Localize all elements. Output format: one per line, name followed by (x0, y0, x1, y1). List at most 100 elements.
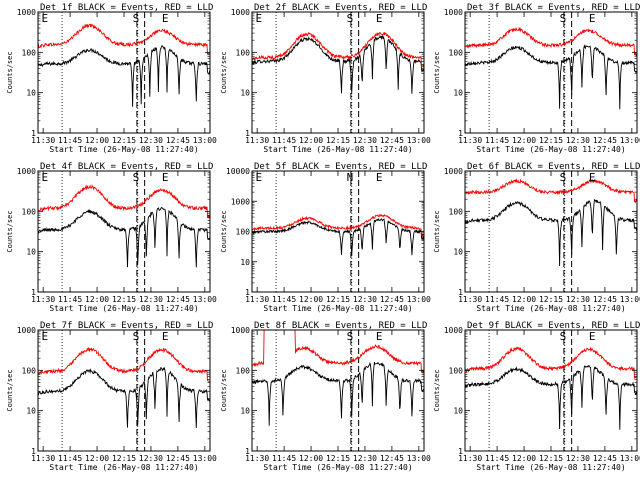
x-tick-label: 13:00 (620, 295, 640, 304)
panel-det-9: Det 9f BLACK = Events, RED = LLD 1 10 100 10… (433, 321, 640, 472)
x-tick-label: 13:00 (407, 295, 431, 304)
x-tick-label: 12:30 (566, 136, 590, 145)
x-tick-label: 12:45 (593, 295, 617, 304)
series-events-line (464, 364, 638, 430)
y-tick-label: 10 (240, 258, 250, 267)
series-events-line (37, 44, 211, 107)
panel-title: Det 5f BLACK = Events, RED = LLD (254, 162, 427, 172)
series-lld-line (251, 31, 425, 69)
panel-title: Det 1f BLACK = Events, RED = LLD (40, 3, 213, 13)
x-axis-label: Start Time (26-May-08 11:27:40) (263, 145, 412, 154)
x-tick-label: 12:00 (512, 136, 536, 145)
panel-det-3: Det 3f BLACK = Events, RED = LLD 1 10 100 10… (433, 3, 640, 154)
series-lld-line (464, 346, 638, 380)
event-marker-label: S (560, 12, 567, 25)
y-axis-label: Counts/sec (433, 51, 441, 93)
series-lld-line (251, 213, 425, 238)
x-tick-label: 13:00 (193, 295, 217, 304)
y-tick-label: 10 (26, 89, 36, 98)
event-marker-label: N (347, 171, 354, 184)
y-tick-label: 1 (31, 129, 36, 138)
y-tick-label: 10 (453, 407, 463, 416)
y-tick-label: 1 (458, 288, 463, 297)
x-tick-label: 12:15 (326, 136, 350, 145)
event-marker-label: E (589, 171, 596, 184)
y-tick-label: 100 (236, 366, 251, 375)
x-tick-label: 12:15 (112, 136, 136, 145)
y-tick-label: 1 (245, 447, 250, 456)
event-marker-label: E (41, 330, 48, 343)
y-axis-label: Counts/sec (220, 51, 228, 93)
panel-det-2: Det 2f BLACK = Events, RED = LLD 1 10 100 10… (220, 3, 431, 154)
y-tick-label: 10 (240, 89, 250, 98)
x-axis-label: Start Time (26-May-08 11:27:40) (49, 145, 198, 154)
x-tick-label: 12:15 (539, 136, 563, 145)
x-axis-label: Start Time (26-May-08 11:27:40) (49, 463, 198, 472)
series-events-line (464, 198, 638, 267)
y-tick-label: 1 (31, 288, 36, 297)
x-tick-label: 12:45 (593, 136, 617, 145)
y-axis-label: Counts/sec (6, 51, 14, 93)
panel-det-4: Det 4f BLACK = Events, RED = LLD 1 10 100 10… (6, 162, 217, 313)
y-tick-label: 1000 (17, 167, 36, 176)
event-marker-label: E (41, 171, 48, 184)
x-tick-label: 12:30 (139, 295, 163, 304)
x-tick-label: 11:30 (458, 295, 482, 304)
y-tick-label: 1000 (444, 167, 463, 176)
series-events-line (251, 217, 425, 256)
y-tick-label: 100 (236, 228, 251, 237)
panel-title: Det 7f BLACK = Events, RED = LLD (40, 321, 213, 331)
x-tick-label: 11:45 (58, 295, 82, 304)
panel-det-6: Det 6f BLACK = Events, RED = LLD 1 10 100 10… (433, 162, 640, 313)
event-marker-label: E (376, 330, 383, 343)
series-lld-line (251, 329, 425, 375)
series-events-line (251, 34, 425, 94)
y-tick-label: 100 (449, 48, 464, 57)
panel-title: Det 2f BLACK = Events, RED = LLD (254, 3, 427, 13)
x-tick-label: 11:30 (245, 295, 269, 304)
x-tick-label: 12:00 (299, 454, 323, 463)
event-marker-label: E (162, 171, 169, 184)
x-tick-label: 12:30 (139, 454, 163, 463)
x-tick-label: 12:00 (512, 295, 536, 304)
y-tick-label: 1000 (231, 8, 250, 17)
x-tick-label: 13:00 (407, 454, 431, 463)
x-tick-label: 12:30 (566, 295, 590, 304)
x-tick-label: 12:00 (85, 295, 109, 304)
x-tick-label: 13:00 (407, 136, 431, 145)
x-axis-label: Start Time (26-May-08 11:27:40) (476, 463, 625, 472)
x-tick-label: 12:15 (326, 454, 350, 463)
plot-frame (464, 329, 638, 452)
y-axis-label: Counts/sec (220, 210, 228, 252)
plot-frame (37, 170, 211, 293)
event-marker-label: S (133, 171, 140, 184)
x-tick-label: 12:00 (85, 136, 109, 145)
x-tick-label: 11:30 (458, 454, 482, 463)
event-marker-label: S (347, 330, 354, 343)
x-tick-label: 12:30 (353, 454, 377, 463)
panel-det-7: Det 7f BLACK = Events, RED = LLD 1 10 100 10… (6, 321, 217, 472)
event-marker-label: S (133, 330, 140, 343)
x-tick-label: 12:45 (380, 454, 404, 463)
y-tick-label: 10 (240, 407, 250, 416)
y-tick-label: 10 (453, 248, 463, 257)
y-tick-label: 1 (31, 447, 36, 456)
event-marker-label: E (376, 12, 383, 25)
y-tick-label: 1 (458, 129, 463, 138)
x-tick-label: 11:45 (272, 454, 296, 463)
y-tick-label: 10 (26, 407, 36, 416)
panel-title: Det 3f BLACK = Events, RED = LLD (467, 3, 640, 13)
x-axis-label: Start Time (26-May-08 11:27:40) (49, 304, 198, 313)
x-tick-label: 12:45 (593, 454, 617, 463)
x-tick-label: 12:15 (112, 295, 136, 304)
x-tick-label: 12:45 (166, 136, 190, 145)
series-events-line (37, 206, 211, 268)
event-marker-label: E (589, 330, 596, 343)
x-tick-label: 12:15 (112, 454, 136, 463)
x-tick-label: 12:45 (166, 295, 190, 304)
x-tick-label: 11:45 (272, 136, 296, 145)
y-tick-label: 1000 (231, 326, 250, 335)
x-axis-label: Start Time (26-May-08 11:27:40) (263, 463, 412, 472)
series-lld-line (464, 178, 638, 204)
x-tick-label: 11:45 (58, 454, 82, 463)
